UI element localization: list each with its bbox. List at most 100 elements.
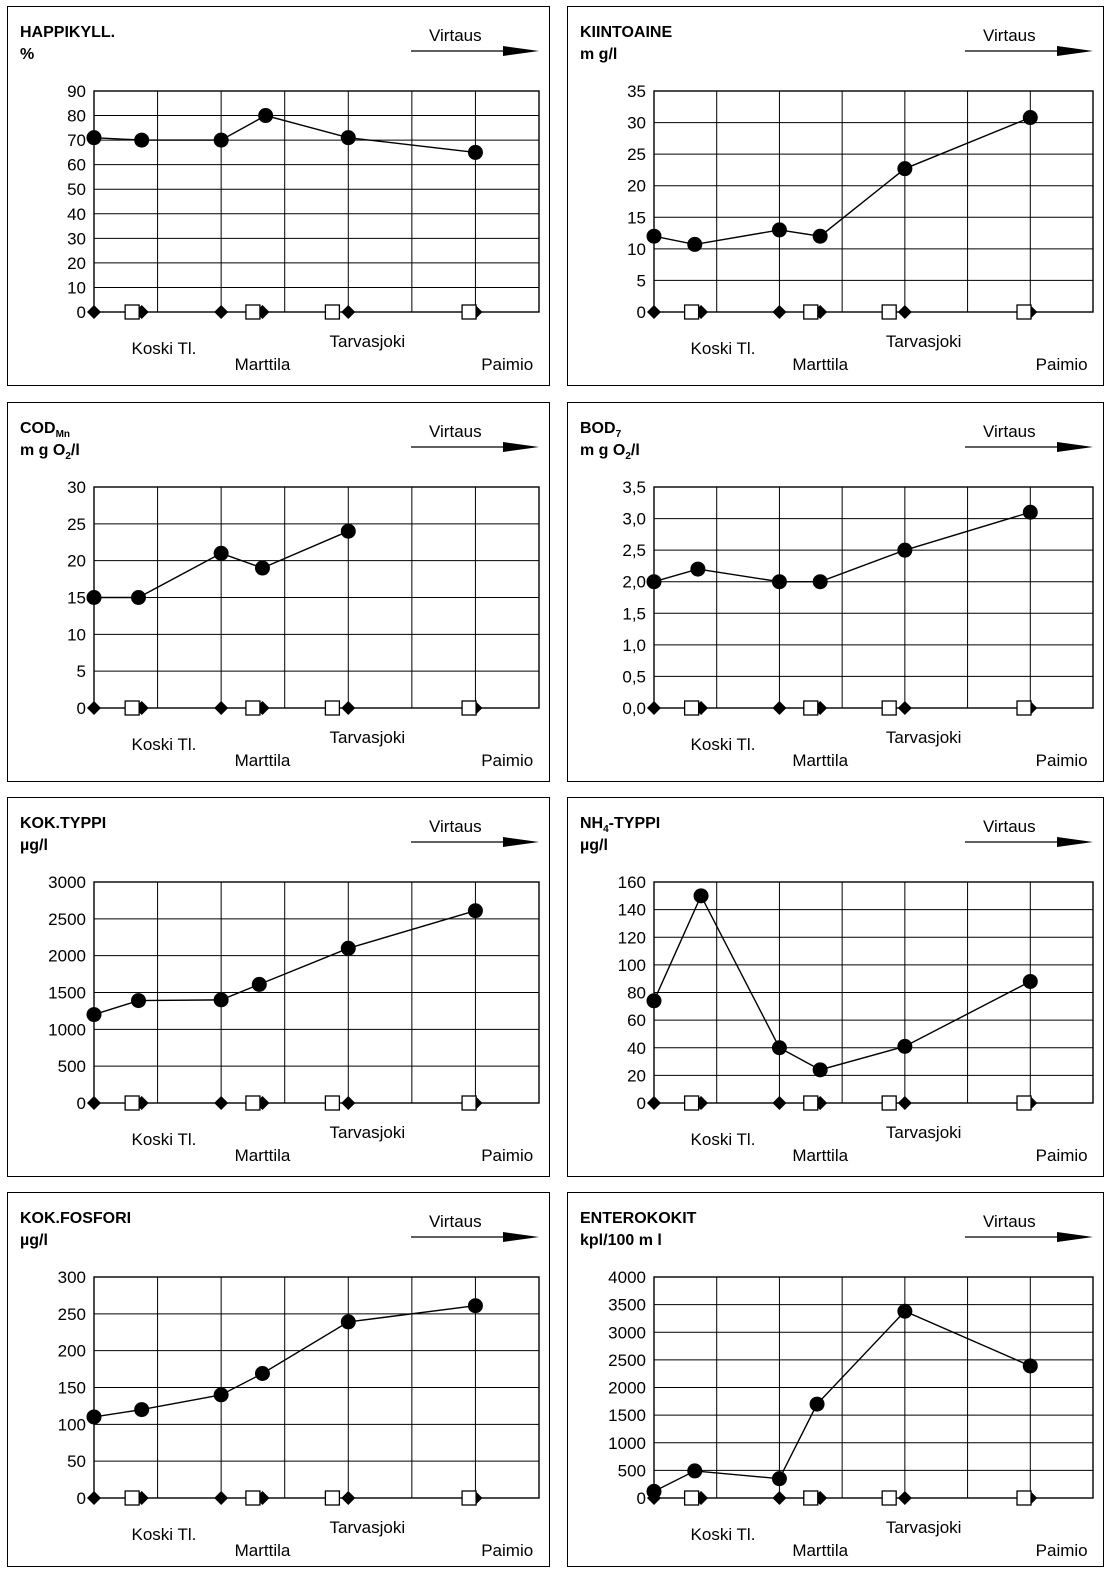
site-square-marker	[461, 304, 477, 320]
y-tick-label: 80	[67, 107, 86, 126]
data-point	[254, 1366, 270, 1382]
chart-svg: HAPPIKYLL.% Virtaus 0 10 20 30 40 50 60 70 80 90 Kos…	[20, 24, 540, 374]
y-tick-label: 150	[58, 1379, 86, 1398]
unit-label: µg/l	[20, 1232, 48, 1249]
y-tick-label: 20	[67, 254, 86, 273]
site-label-paimio: Paimio	[1036, 751, 1088, 770]
y-tick-label: 3000	[48, 873, 86, 892]
flow-arrow-icon	[503, 46, 539, 56]
y-tick-label: 15	[627, 208, 646, 227]
site-label-tarvasjoki: Tarvasjoki	[330, 1123, 406, 1142]
station-diamond-marker	[214, 701, 229, 715]
site-square-marker	[881, 700, 897, 716]
y-tick-label: 3000	[608, 1323, 646, 1342]
chart-svg: KOK.FOSFORI µg/l Virtaus 0 50 100 150 200 250 300…	[20, 1210, 540, 1560]
y-tick-label: 120	[618, 928, 646, 947]
chart-panel: KOK.TYPPI µg/l Virtaus 0 500 1000 1500 2000 2500…	[7, 797, 550, 1177]
site-square-marker	[245, 304, 261, 320]
site-square-marker	[1016, 700, 1032, 716]
data-point	[771, 222, 787, 238]
data-point	[690, 561, 706, 577]
station-diamond-marker	[647, 305, 661, 319]
y-tick-label: 160	[618, 873, 646, 892]
site-square-marker	[324, 1490, 341, 1506]
chart-panel: HAPPIKYLL.% Virtaus 0 10 20 30 40 50 60 70 80 90 Kos…	[7, 6, 550, 386]
y-tick-label: 30	[67, 229, 86, 248]
data-point	[812, 228, 828, 244]
site-square-marker	[881, 304, 897, 320]
data-point	[809, 1396, 825, 1412]
y-tick-label: 1000	[608, 1434, 646, 1453]
y-tick-label: 1000	[48, 1020, 86, 1039]
station-diamond-marker	[341, 701, 356, 715]
data-point	[213, 132, 229, 148]
station-diamond-marker	[694, 305, 709, 319]
data-point	[213, 1387, 229, 1403]
station-diamond-marker	[87, 1096, 101, 1110]
data-point	[86, 130, 102, 146]
site-label-marttila: Marttila	[235, 751, 291, 770]
y-tick-label: 20	[627, 177, 646, 196]
data-point	[687, 1463, 703, 1479]
site-square-marker	[245, 700, 261, 716]
flow-arrow-icon	[503, 1232, 539, 1242]
y-tick-label: 0	[637, 1094, 646, 1113]
station-diamond-marker	[87, 1491, 101, 1505]
unit-label: m g/l	[580, 46, 617, 63]
chart-svg: KOK.TYPPI µg/l Virtaus 0 500 1000 1500 2000 2500…	[20, 815, 540, 1165]
data-point	[340, 130, 356, 146]
site-square-marker	[803, 1490, 819, 1506]
site-label-paimio: Paimio	[481, 751, 533, 770]
data-point	[134, 132, 150, 148]
y-tick-label: 0	[77, 303, 86, 322]
data-point	[134, 1402, 150, 1418]
data-point	[1022, 110, 1038, 126]
plot-frame	[93, 881, 540, 1104]
y-tick-label: 3500	[608, 1296, 646, 1315]
site-label-tarvasjoki: Tarvasjoki	[886, 332, 962, 351]
y-tick-label: 140	[618, 901, 646, 920]
site-square-marker	[124, 700, 140, 716]
data-point	[86, 1409, 102, 1425]
y-tick-label: 100	[618, 956, 646, 975]
data-point	[646, 993, 662, 1009]
site-label-tarvasjoki: Tarvasjoki	[886, 728, 962, 747]
site-label-paimio: Paimio	[481, 355, 533, 374]
chart-title: KIINTOAINE	[580, 24, 672, 41]
y-tick-label: 0	[77, 1489, 86, 1508]
station-diamond-marker	[87, 305, 101, 319]
site-label-paimio: Paimio	[1036, 355, 1088, 374]
y-tick-label: 0,5	[622, 667, 646, 686]
data-series-line	[653, 1310, 1031, 1492]
site-square-marker	[124, 1490, 140, 1506]
station-diamond-marker	[214, 305, 229, 319]
site-square-marker	[803, 700, 819, 716]
chart-title: ENTEROKOKIT	[580, 1210, 697, 1227]
data-series-line	[93, 1305, 476, 1418]
site-label-marttila: Marttila	[792, 751, 848, 770]
data-point	[1022, 504, 1038, 520]
station-diamond-marker	[694, 701, 709, 715]
site-square-marker	[803, 1095, 819, 1111]
data-point	[340, 523, 356, 539]
plot-frame	[653, 881, 1094, 1104]
y-tick-label: 200	[58, 1342, 86, 1361]
y-tick-label: 4000	[608, 1268, 646, 1287]
data-point	[771, 1040, 787, 1056]
station-diamond-marker	[341, 1491, 356, 1505]
y-tick-label: 25	[627, 145, 646, 164]
flow-arrow-icon	[1057, 837, 1093, 847]
flow-label: Virtaus	[429, 422, 482, 441]
y-tick-label: 300	[58, 1268, 86, 1287]
site-label-marttila: Marttila	[792, 1146, 848, 1165]
y-tick-label: 40	[627, 1039, 646, 1058]
y-tick-label: 90	[67, 82, 86, 101]
y-tick-label: 60	[627, 1011, 646, 1030]
site-label-paimio: Paimio	[481, 1541, 533, 1560]
y-tick-label: 100	[58, 1415, 86, 1434]
flow-arrow-icon	[1057, 46, 1093, 56]
data-point	[646, 574, 662, 590]
y-tick-label: 3,0	[622, 510, 646, 529]
site-label-koski: Koski Tl.	[691, 1130, 756, 1149]
data-point	[213, 545, 229, 561]
